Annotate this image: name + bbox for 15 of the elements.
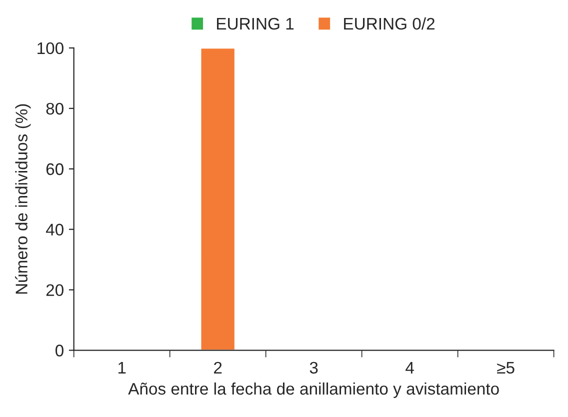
y-tick-label: 60: [46, 163, 64, 176]
x-axis-title: Años entre la fecha de anillamiento y avistamiento: [128, 382, 499, 398]
legend-label: EURING 1: [217, 18, 294, 30]
y-tick-label: 20: [46, 284, 64, 296]
y-tick-label: 40: [46, 224, 64, 236]
y-tick-label: 100: [38, 42, 64, 54]
x-tick-label: 1: [118, 362, 126, 374]
x-tick-label: 4: [406, 362, 414, 374]
y-tick-label: 80: [46, 102, 64, 115]
legend-label: EURING 0/2: [344, 17, 434, 30]
y-axis-title: Número de individuos (%): [15, 104, 31, 294]
y-tick-label: 0: [56, 344, 64, 356]
x-tick-label: 2: [214, 362, 222, 374]
x-tick-label: ≥5: [497, 362, 514, 374]
x-tick-label: 3: [310, 362, 318, 374]
